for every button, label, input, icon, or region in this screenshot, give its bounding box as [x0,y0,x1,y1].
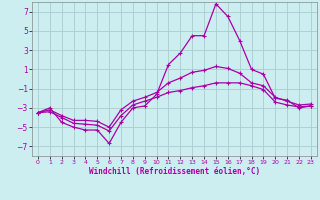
X-axis label: Windchill (Refroidissement éolien,°C): Windchill (Refroidissement éolien,°C) [89,167,260,176]
